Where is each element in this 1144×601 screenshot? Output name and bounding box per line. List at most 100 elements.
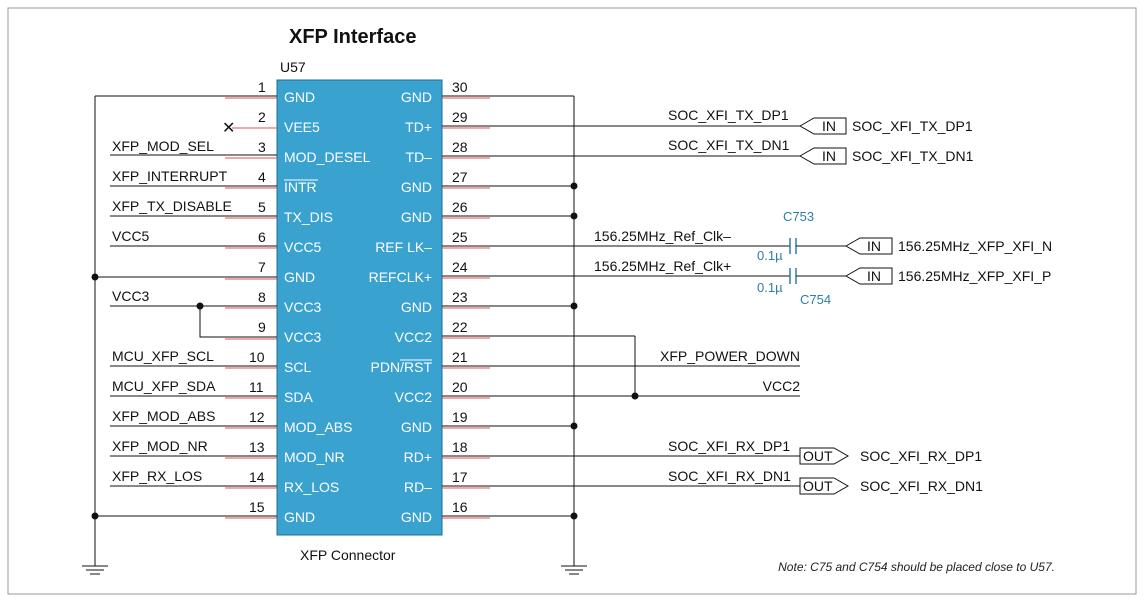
pin-7-name: GND xyxy=(284,269,315,285)
pin-23-number: 23 xyxy=(452,289,468,305)
port-dir: IN xyxy=(867,268,881,284)
pin-18-number: 18 xyxy=(452,439,468,455)
ground-symbol-right xyxy=(561,565,587,575)
net-soc-xfi-rx-dp1: SOC_XFI_RX_DP1 xyxy=(668,438,790,454)
junction-dot xyxy=(570,182,578,190)
junction-dot xyxy=(570,302,578,310)
net-vcc3: VCC3 xyxy=(112,288,150,304)
net-soc-xfi-tx-dn1: SOC_XFI_TX_DN1 xyxy=(668,137,790,153)
net-ref-clk-minus: 156.25MHz_Ref_Clk– xyxy=(594,228,731,244)
port-in-tx-dp1: IN SOC_XFI_TX_DP1 xyxy=(798,117,973,135)
pin-21-number: 21 xyxy=(452,349,468,365)
net-xfp-rx-los: XFP_RX_LOS xyxy=(112,468,202,484)
net-vcc5: VCC5 xyxy=(112,228,150,244)
port-label: SOC_XFI_TX_DP1 xyxy=(852,118,973,134)
pin-10-number: 10 xyxy=(249,349,265,365)
pin-13-number: 13 xyxy=(249,439,265,455)
c754-value: 0.1µ xyxy=(757,280,783,295)
junction-dot xyxy=(196,302,204,310)
pin-12-number: 12 xyxy=(249,409,265,425)
pin-18-name: RD+ xyxy=(404,449,432,465)
pin-1-number: 1 xyxy=(258,79,266,95)
pin-14-name: RX_LOS xyxy=(284,479,339,495)
pin-3-number: 3 xyxy=(258,139,266,155)
pin-5-number: 5 xyxy=(258,199,266,215)
port-in-xfi-p: IN 156.25MHz_XFP_XFI_P xyxy=(844,267,1051,285)
pin-19-name: GND xyxy=(401,419,432,435)
port-dir: OUT xyxy=(803,478,833,494)
pin-17-number: 17 xyxy=(452,469,468,485)
pin-4-name: INTR xyxy=(284,179,317,195)
pin-25-name: REF LK– xyxy=(375,239,432,255)
pin-28-number: 28 xyxy=(452,139,468,155)
pin-24-number: 24 xyxy=(452,259,468,275)
net-xfp-mod-nr: XFP_MOD_NR xyxy=(112,438,208,454)
junction-dot xyxy=(91,273,99,281)
pin-13-name: MOD_NR xyxy=(284,449,345,465)
port-label: 156.25MHz_XFP_XFI_N xyxy=(898,238,1052,254)
junction-dot xyxy=(570,512,578,520)
pin-16-name: GND xyxy=(401,509,432,525)
junction-dot xyxy=(570,422,578,430)
ground-symbol-left xyxy=(82,565,108,575)
port-label: SOC_XFI_TX_DN1 xyxy=(852,148,974,164)
net-vcc2: VCC2 xyxy=(763,378,801,394)
pin-6-name: VCC5 xyxy=(284,239,322,255)
pin-9-number: 9 xyxy=(258,319,266,335)
pin-8-name: VCC3 xyxy=(284,299,322,315)
placement-note: Note: C75 and C754 should be placed clos… xyxy=(778,560,1055,574)
pin-14-number: 14 xyxy=(249,469,265,485)
pin-26-name: GND xyxy=(401,209,432,225)
pin-17-name: RD– xyxy=(404,479,432,495)
net-xfp-tx-disable: XFP_TX_DISABLE xyxy=(112,198,232,214)
pin-28-name: TD– xyxy=(406,149,433,165)
port-out-rx-dn1: OUT SOC_XFI_RX_DN1 xyxy=(799,477,983,495)
capacitor-c753: C753 0.1µ xyxy=(757,209,846,263)
pin-2-number: 2 xyxy=(258,109,266,125)
net-ref-clk-plus: 156.25MHz_Ref_Clk+ xyxy=(594,258,731,274)
capacitor-c754: 0.1µ C754 xyxy=(757,268,846,307)
connector-caption: XFP Connector xyxy=(300,547,396,563)
pin-20-name: VCC2 xyxy=(395,389,433,405)
port-in-tx-dn1: IN SOC_XFI_TX_DN1 xyxy=(798,147,974,165)
c754-ref: C754 xyxy=(800,292,831,307)
port-label: SOC_XFI_RX_DP1 xyxy=(860,448,982,464)
net-xfp-interrupt: XFP_INTERRUPT xyxy=(112,168,228,184)
pin-11-number: 11 xyxy=(249,379,264,395)
port-dir: IN xyxy=(867,238,881,254)
pin-22-number: 22 xyxy=(452,319,468,335)
net-soc-xfi-rx-dn1: SOC_XFI_RX_DN1 xyxy=(668,468,791,484)
port-dir: IN xyxy=(822,118,836,134)
net-xfp-mod-abs: XFP_MOD_ABS xyxy=(112,408,215,424)
port-dir: OUT xyxy=(803,448,833,464)
net-xfp-mod-sel: XFP_MOD_SEL xyxy=(112,138,214,154)
pin-3-name: MOD_DESEL xyxy=(284,149,371,165)
pin-29-name: TD+ xyxy=(405,119,432,135)
pin-9-line xyxy=(199,306,277,338)
left-pins: 1 GND ✕ 2 VEE5 XFP_MOD_SEL 3 MOD_DESEL X… xyxy=(95,79,371,525)
net-mcu-xfp-sda: MCU_XFP_SDA xyxy=(112,378,216,394)
port-out-rx-dp1: OUT SOC_XFI_RX_DP1 xyxy=(799,447,982,465)
pin-16-number: 16 xyxy=(452,499,468,515)
junction-dot xyxy=(570,212,578,220)
pin-5-name: TX_DIS xyxy=(284,209,333,225)
pin-30-name: GND xyxy=(401,89,432,105)
pin-15-number: 15 xyxy=(249,499,265,515)
net-soc-xfi-tx-dp1: SOC_XFI_TX_DP1 xyxy=(668,107,789,123)
diagram-title: XFP Interface xyxy=(289,26,416,48)
pin-10-name: SCL xyxy=(284,359,311,375)
junction-dot xyxy=(91,512,99,520)
junction-dot xyxy=(631,392,639,400)
pin-9-name: VCC3 xyxy=(284,329,322,345)
pin-1-name: GND xyxy=(284,89,315,105)
component-refdes: U57 xyxy=(280,59,306,75)
port-dir: IN xyxy=(822,148,836,164)
port-label: SOC_XFI_RX_DN1 xyxy=(860,478,983,494)
diagram-frame xyxy=(7,7,1137,595)
pin-27-number: 27 xyxy=(452,169,468,185)
pin-6-number: 6 xyxy=(258,229,266,245)
pin-27-name: GND xyxy=(401,179,432,195)
pin-2-name: VEE5 xyxy=(284,119,320,135)
pin-24-name: REFCLK+ xyxy=(369,269,432,285)
